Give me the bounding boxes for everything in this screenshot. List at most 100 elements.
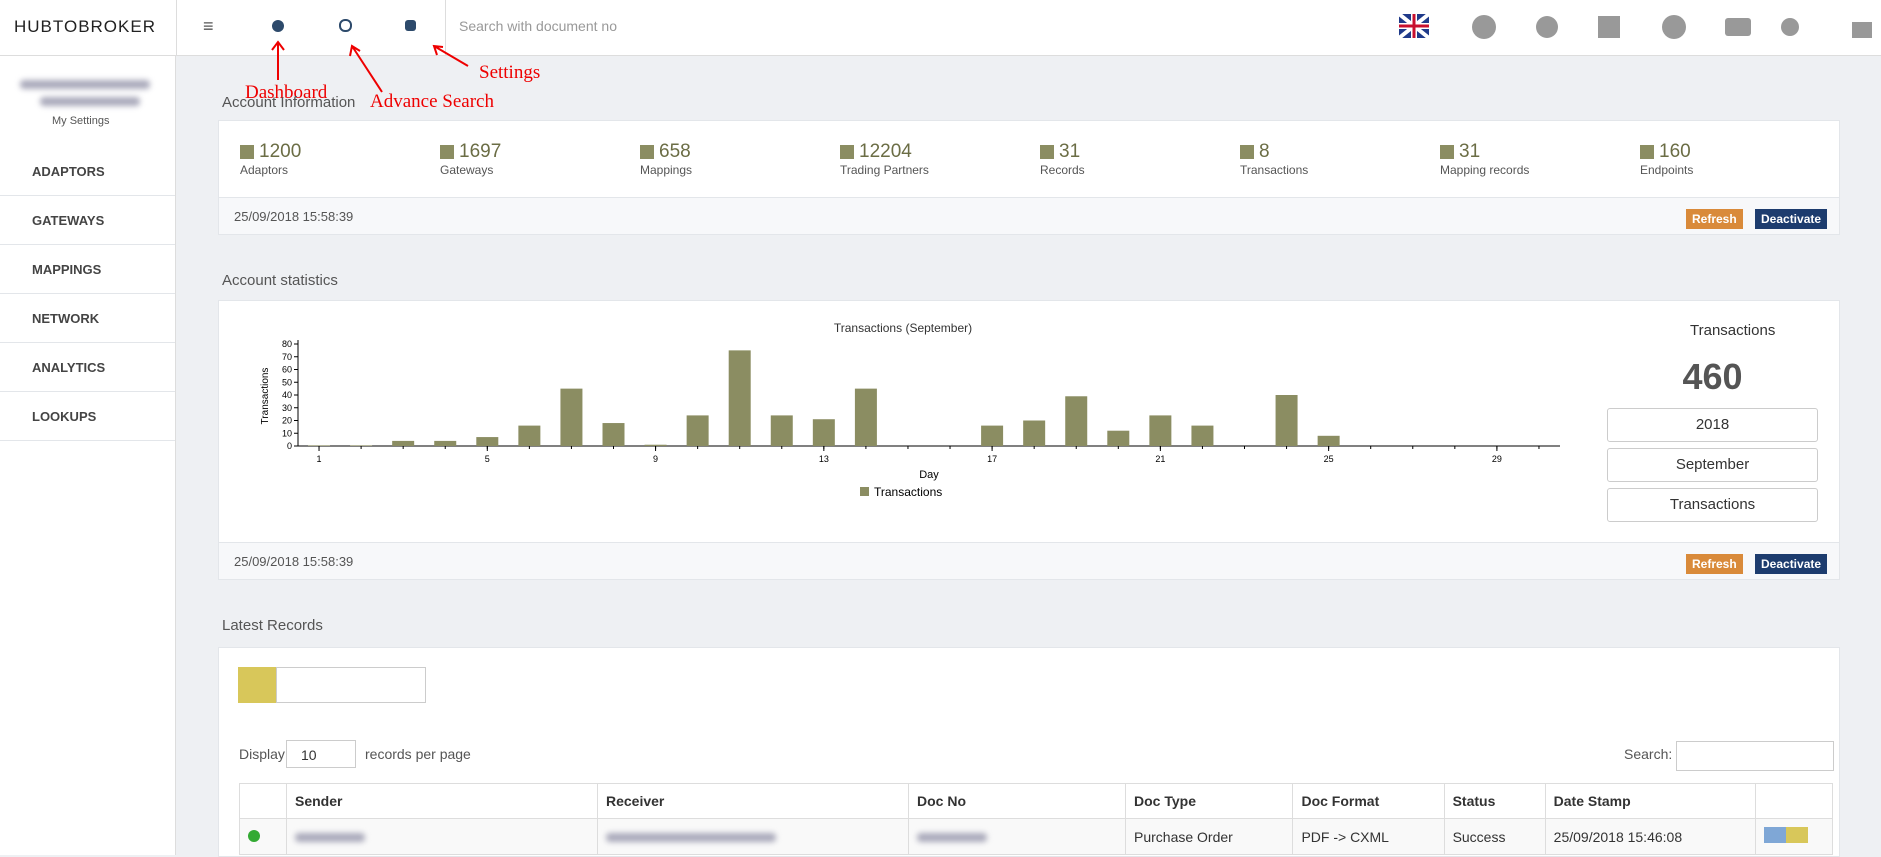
summary-label: Transactions	[1690, 322, 1776, 339]
search-icon[interactable]	[339, 19, 352, 32]
x-tick-label: 17	[987, 454, 997, 464]
expand-icon[interactable]	[248, 829, 260, 842]
menu-item[interactable]: NETWORK	[0, 295, 175, 343]
stat-label: Transactions	[1240, 163, 1309, 177]
panel-footer	[218, 542, 1840, 580]
bar	[644, 444, 667, 446]
y-tick-label: 30	[282, 403, 292, 413]
display-label: Display	[239, 746, 285, 762]
menu-item[interactable]: ADAPTORS	[0, 148, 175, 196]
bar	[308, 445, 331, 446]
y-tick-label: 60	[282, 365, 292, 375]
bar	[1317, 435, 1340, 446]
menu-item[interactable]: GATEWAYS	[0, 197, 175, 245]
summary-total: 460	[1682, 356, 1743, 397]
logo[interactable]: HUBTOBROKER	[14, 17, 156, 36]
column-header[interactable]: Receiver	[597, 783, 909, 819]
refresh-button[interactable]: Refresh	[1686, 554, 1743, 574]
download-button[interactable]	[1764, 827, 1786, 843]
x-tick-label: 9	[653, 454, 658, 464]
y-tick-label: 40	[282, 390, 292, 400]
bar	[1191, 425, 1214, 446]
user-name	[40, 97, 140, 106]
stat-icon	[1240, 145, 1254, 159]
stat-icon	[1040, 145, 1054, 159]
settings-icon[interactable]	[405, 20, 416, 31]
sender	[295, 832, 365, 842]
menu-item[interactable]: MAPPINGS	[0, 246, 175, 294]
legend-label: Transactions	[874, 485, 942, 499]
stat-value: 12204	[859, 141, 912, 162]
menu-item[interactable]: LOOKUPS	[0, 393, 175, 441]
sidebar	[0, 56, 176, 855]
legend-swatch	[860, 487, 869, 496]
chart-title: Transactions (September)	[834, 321, 972, 335]
top-bar	[0, 0, 1881, 56]
menu-toggle[interactable]: ≡	[203, 16, 214, 36]
y-axis-label: Transactions	[260, 368, 271, 425]
bar	[770, 415, 793, 446]
stat-label: Adaptors	[240, 163, 289, 177]
stat-value: 1200	[259, 141, 302, 162]
x-tick-label: 25	[1324, 454, 1334, 464]
bar	[602, 423, 625, 446]
type-select[interactable]: Transactions	[1607, 488, 1818, 522]
x-tick-label: 1	[317, 454, 322, 464]
column-header[interactable]: Status	[1443, 783, 1546, 819]
bar	[350, 445, 373, 446]
y-tick-label: 70	[282, 352, 292, 362]
y-tick-label: 10	[282, 428, 292, 438]
stat-value: 8	[1259, 141, 1270, 162]
bar	[518, 425, 541, 446]
doc-type: Purchase Order	[1124, 818, 1294, 855]
column-header[interactable]: Doc No	[908, 783, 1126, 819]
view-button[interactable]	[1786, 827, 1808, 843]
annotation: Dashboard	[245, 82, 328, 103]
flag[interactable]	[1399, 14, 1429, 38]
records-table: Sender Receiver Doc No Doc Type Doc Format St…	[239, 783, 1833, 855]
column-header[interactable]: Doc Format	[1292, 783, 1445, 819]
refresh-button[interactable]: Refresh	[1686, 209, 1743, 229]
annotation: Advance Search	[370, 91, 494, 112]
timestamp: 25/09/2018 15:58:39	[234, 209, 354, 224]
bar	[1065, 396, 1088, 446]
year-select[interactable]: 2018	[1607, 408, 1818, 442]
deactivate-button[interactable]: Deactivate	[1755, 209, 1828, 229]
stat-label: Records	[1040, 163, 1085, 177]
x-tick-label: 21	[1155, 454, 1165, 464]
date-stamp: 25/09/2018 15:46:08	[1544, 818, 1757, 855]
view-button[interactable]	[238, 667, 276, 703]
stat-value: 160	[1659, 141, 1691, 162]
bar	[854, 388, 877, 446]
stat-value: 31	[1459, 141, 1481, 162]
month-select[interactable]: September	[1607, 448, 1818, 482]
bar	[686, 415, 709, 446]
deactivate-button[interactable]: Deactivate	[1755, 554, 1828, 574]
section-title: Account statistics	[222, 272, 338, 289]
menu-item[interactable]: ANALYTICS	[0, 344, 175, 392]
per-page-select[interactable]: 10	[286, 740, 356, 768]
dashboard-icon[interactable]	[272, 20, 284, 32]
column-header[interactable]: Doc Type	[1124, 783, 1294, 819]
y-tick-label: 80	[282, 339, 292, 349]
y-tick-label: 0	[287, 441, 292, 451]
header-icons[interactable]	[1460, 12, 1880, 42]
bar	[1275, 395, 1298, 446]
bar	[434, 440, 457, 446]
my-settings[interactable]: My Settings	[52, 115, 110, 127]
export-buttons[interactable]	[276, 667, 426, 703]
stat-label: Mappings	[640, 163, 693, 177]
stat-label: Endpoints	[1640, 163, 1694, 177]
column-header[interactable]: Date Stamp	[1544, 783, 1757, 819]
search-box[interactable]	[1676, 741, 1834, 771]
doc-format: PDF -> CXML	[1292, 818, 1445, 855]
column-header[interactable]: Sender	[286, 783, 598, 819]
x-tick-label: 13	[819, 454, 829, 464]
search-input[interactable]: Search with document no	[459, 18, 617, 34]
stat-icon	[1440, 145, 1454, 159]
x-tick-label: 5	[485, 454, 490, 464]
timestamp: 25/09/2018 15:58:39	[234, 554, 354, 569]
bar	[1023, 420, 1046, 446]
stat-value: 1697	[459, 141, 502, 162]
